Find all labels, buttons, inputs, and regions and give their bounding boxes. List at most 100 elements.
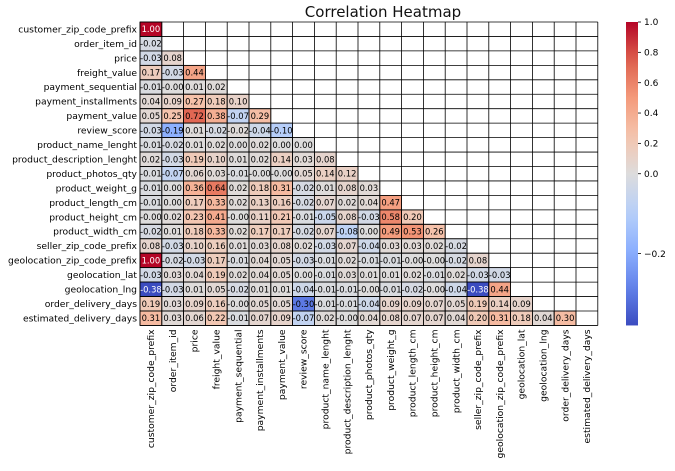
cell-value-label: 0.01 bbox=[185, 82, 204, 92]
cell-value-label: 0.19 bbox=[142, 299, 161, 309]
cell-value-label: 0.12 bbox=[338, 169, 357, 179]
cell-value-label: 0.20 bbox=[403, 212, 422, 222]
cell-value-label: -0.01 bbox=[314, 284, 336, 294]
cell-value-label: 0.07 bbox=[425, 313, 444, 323]
cell-value-label: 0.05 bbox=[207, 284, 226, 294]
cell-value-label: 0.41 bbox=[207, 212, 226, 222]
cell-value-label: -0.03 bbox=[184, 255, 206, 265]
cell-value-label: 0.01 bbox=[272, 284, 291, 294]
cell-value-label: -0.01 bbox=[140, 82, 162, 92]
cell-value-label: -0.02 bbox=[140, 39, 162, 49]
cell-value-label: 0.02 bbox=[316, 313, 335, 323]
cell-value-label: -0.03 bbox=[314, 241, 336, 251]
cell-value-label: 0.08 bbox=[272, 241, 291, 251]
y-tick-label: estimated_delivery_days bbox=[23, 313, 137, 324]
colorbar-tick-label: −0.2 bbox=[644, 250, 666, 260]
cell-value-label: 0.16 bbox=[207, 241, 226, 251]
cell-value-label: 0.22 bbox=[207, 313, 226, 323]
y-tick-label: seller_zip_code_prefix bbox=[37, 241, 138, 252]
cell-value-label: -0.03 bbox=[467, 270, 489, 280]
y-tick-label: product_width_cm bbox=[53, 227, 137, 238]
cell-value-label: 0.33 bbox=[207, 227, 226, 237]
cell-value-label: 0.07 bbox=[425, 299, 444, 309]
cell-value-label: -0.38 bbox=[467, 284, 489, 294]
cell-value-label: 0.19 bbox=[185, 154, 204, 164]
cell-value-label: 0.08 bbox=[316, 154, 335, 164]
cell-value-label: 0.04 bbox=[142, 96, 161, 106]
cell-value-label: 0.02 bbox=[425, 241, 444, 251]
x-tick-label: product_name_lenght bbox=[321, 329, 332, 429]
cell-value-label: -0.00 bbox=[336, 313, 358, 323]
cell-value-label: -0.03 bbox=[489, 270, 511, 280]
cell-value-label: 0.44 bbox=[185, 68, 204, 78]
y-tick-label: geolocation_lat bbox=[67, 270, 137, 281]
cell-value-label: -0.01 bbox=[140, 183, 162, 193]
cell-value-label: 0.02 bbox=[338, 255, 357, 265]
cell-value-label: 0.02 bbox=[229, 183, 248, 193]
cell-value-label: -0.03 bbox=[358, 212, 380, 222]
x-tick-label: order_item_id bbox=[168, 329, 179, 392]
cell-value-label: -0.04 bbox=[358, 241, 380, 251]
x-tick-label: product_width_cm bbox=[451, 329, 462, 413]
cell-value-label: 0.03 bbox=[163, 313, 182, 323]
cell-value-label: 0.17 bbox=[185, 198, 204, 208]
cell-value-label: -0.07 bbox=[162, 169, 184, 179]
cell-value-label: -0.00 bbox=[402, 255, 424, 265]
cell-value-label: 0.09 bbox=[272, 313, 291, 323]
cell-value-label: 0.01 bbox=[229, 241, 248, 251]
cell-value-label: 0.02 bbox=[447, 270, 466, 280]
x-tick-label: product_photos_qty bbox=[364, 329, 375, 420]
cell-value-label: -0.01 bbox=[227, 255, 249, 265]
cell-value-label: 0.02 bbox=[294, 241, 313, 251]
x-tick-label: geolocation_lat bbox=[517, 329, 528, 399]
cell-value-label: 0.31 bbox=[272, 183, 291, 193]
cell-value-label: 0.23 bbox=[185, 212, 204, 222]
cell-value-label: -0.19 bbox=[162, 125, 184, 135]
heatmap-cells: 1.00-0.02-0.03 0.080.17 -0.03 0.44-0.01 -0.0… bbox=[139, 21, 599, 326]
cell-value-label: 0.00 bbox=[272, 140, 291, 150]
cell-value-label: 0.18 bbox=[185, 227, 204, 237]
y-tick-label: payment_installments bbox=[35, 97, 137, 108]
cell-value-label: -0.03 bbox=[140, 270, 162, 280]
cell-value-label: 0.03 bbox=[381, 241, 400, 251]
colorbar-tick-label: 0.8 bbox=[644, 49, 659, 59]
cell-value-label: 0.14 bbox=[490, 299, 509, 309]
y-tick-label: order_item_id bbox=[74, 39, 137, 50]
cell-value-label: 0.07 bbox=[338, 241, 357, 251]
cell-value-label: -0.02 bbox=[402, 284, 424, 294]
cell-value-label: 0.05 bbox=[251, 299, 270, 309]
y-tick-label: payment_value bbox=[66, 111, 137, 122]
x-tick-label: product_description_lenght bbox=[342, 329, 353, 454]
cell-value-label: 0.08 bbox=[381, 313, 400, 323]
cell-value-label: 0.14 bbox=[316, 169, 335, 179]
cell-value-label: -0.00 bbox=[140, 212, 162, 222]
cell-value-label: 0.10 bbox=[185, 241, 204, 251]
x-tick-label: estimated_delivery_days bbox=[582, 329, 593, 443]
cell-value-label: 0.05 bbox=[294, 169, 313, 179]
cell-value-label: 0.07 bbox=[316, 198, 335, 208]
cell-value-label: 0.47 bbox=[381, 198, 400, 208]
cell-value-label: -0.03 bbox=[162, 154, 184, 164]
cell-value-label: -0.10 bbox=[271, 125, 293, 135]
y-tick-label: geolocation_lng bbox=[65, 285, 137, 296]
cell-value-label: -0.00 bbox=[423, 284, 445, 294]
colorbar-tick-label: 1.0 bbox=[644, 18, 659, 28]
cell-value-label: 0.09 bbox=[403, 299, 422, 309]
cell-value-label: 0.03 bbox=[207, 169, 226, 179]
x-tick-label: product_height_cm bbox=[430, 329, 441, 417]
cell-value-label: 0.08 bbox=[142, 241, 161, 251]
cell-value-label: 0.08 bbox=[338, 183, 357, 193]
colorbar-tick-label: 0.2 bbox=[644, 140, 658, 150]
cell-value-label: -0.00 bbox=[271, 169, 293, 179]
cell-value-label: 0.01 bbox=[185, 125, 204, 135]
cell-value-label: 0.09 bbox=[185, 299, 204, 309]
cell-value-label: 0.02 bbox=[403, 270, 422, 280]
cell-value-label: 0.02 bbox=[251, 154, 270, 164]
cell-value-label: -0.01 bbox=[314, 270, 336, 280]
cell-value-label: -0.30 bbox=[293, 299, 315, 309]
cell-value-label: 0.19 bbox=[469, 299, 488, 309]
y-tick-label: product_photos_qty bbox=[46, 169, 137, 180]
cell-value-label: 1.00 bbox=[142, 255, 161, 265]
cell-value-label: -0.02 bbox=[205, 125, 227, 135]
cell-value-label: 0.25 bbox=[163, 111, 182, 121]
